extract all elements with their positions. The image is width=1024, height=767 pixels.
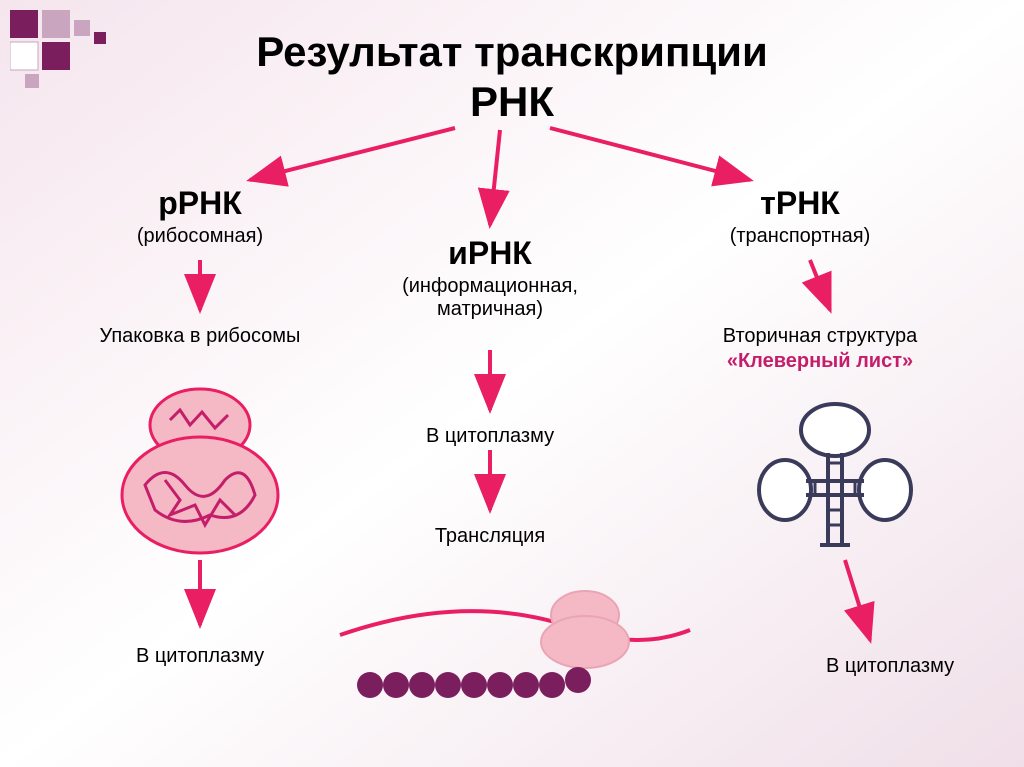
trna-cloverleaf-graphic (750, 395, 920, 565)
mrna-step2: Трансляция (390, 525, 590, 548)
trna-step1a: Вторичная структура (690, 325, 950, 348)
mrna-label: иРНК (410, 235, 570, 272)
trna-subtitle: (транспортная) (700, 225, 900, 248)
rrna-subtitle: (рибосомная) (100, 225, 300, 248)
rrna-final: В цитоплазму (100, 645, 300, 668)
translation-graphic (330, 580, 700, 710)
trna-step1b: «Клеверный лист» (690, 350, 950, 373)
title-line2: РНК (0, 78, 1024, 126)
mrna-subtitle: (информационная, матричная) (370, 275, 610, 321)
ribosome-graphic (110, 370, 290, 560)
title-line1: Результат транскрипции (0, 28, 1024, 76)
rrna-label: рРНК (120, 185, 280, 222)
trna-label: тРНК (720, 185, 880, 222)
mrna-step1: В цитоплазму (390, 425, 590, 448)
rrna-step1: Упаковка в рибосомы (80, 325, 320, 348)
trna-final: В цитоплазму (790, 655, 990, 678)
